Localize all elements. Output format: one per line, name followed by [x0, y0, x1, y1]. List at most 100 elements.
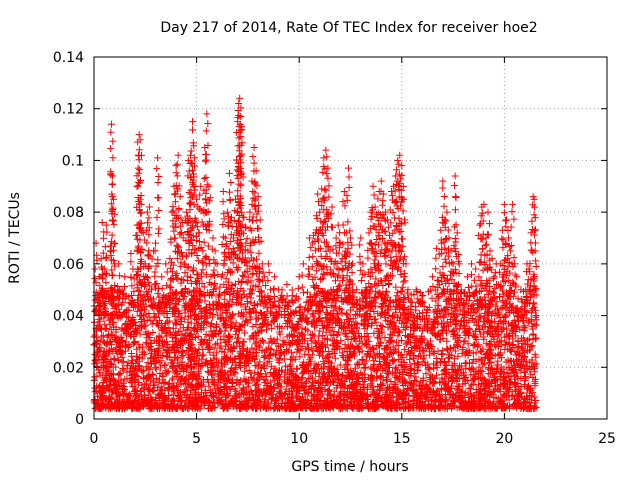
data-point: [116, 369, 124, 377]
data-point: [136, 330, 144, 338]
data-point: [451, 347, 459, 355]
data-point: [155, 379, 163, 387]
data-point: [194, 332, 202, 340]
data-point: [364, 385, 372, 393]
data-point: [134, 242, 142, 250]
data-point: [160, 393, 168, 401]
data-point: [250, 356, 258, 364]
data-point: [364, 333, 372, 341]
data-point: [127, 250, 135, 258]
data-point: [246, 387, 254, 395]
data-point: [216, 335, 224, 343]
data-point: [438, 350, 446, 358]
data-point: [116, 272, 124, 280]
data-point: [127, 258, 135, 266]
data-point: [379, 354, 387, 362]
data-point: [514, 344, 522, 352]
data-point: [491, 352, 499, 360]
data-point: [107, 120, 115, 128]
data-point: [109, 137, 117, 145]
data-point: [100, 234, 108, 242]
data-point: [355, 361, 363, 369]
data-point: [149, 329, 157, 337]
data-point: [360, 364, 368, 372]
data-point: [133, 231, 141, 239]
data-point: [108, 272, 116, 280]
data-point: [102, 279, 110, 287]
data-point: [331, 354, 339, 362]
data-point: [406, 361, 414, 369]
data-point: [154, 290, 162, 298]
data-point: [316, 327, 324, 335]
data-point: [130, 388, 138, 396]
data-point: [377, 321, 385, 329]
data-point: [475, 341, 483, 349]
data-point: [269, 372, 277, 380]
data-point: [394, 289, 402, 297]
data-point: [419, 374, 427, 382]
data-point: [374, 328, 382, 336]
data-point: [148, 370, 156, 378]
data-point: [390, 357, 398, 365]
data-point: [398, 336, 406, 344]
data-point: [214, 311, 222, 319]
data-point: [121, 273, 129, 281]
data-point: [496, 351, 504, 359]
data-point: [378, 381, 386, 389]
data-point: [370, 308, 378, 316]
data-point: [152, 364, 160, 372]
data-point: [486, 340, 494, 348]
data-point: [199, 351, 207, 359]
data-point: [257, 337, 265, 345]
data-point: [187, 319, 195, 327]
data-point: [259, 336, 267, 344]
data-point: [108, 231, 116, 239]
data-point: [260, 338, 268, 346]
data-point: [107, 128, 115, 136]
data-point: [261, 353, 269, 361]
data-point: [130, 338, 138, 346]
data-point: [325, 387, 333, 395]
data-point: [190, 325, 198, 333]
data-point: [169, 374, 177, 382]
data-point: [108, 180, 116, 188]
data-point: [143, 340, 151, 348]
data-point: [344, 311, 352, 319]
data-point: [294, 386, 302, 394]
data-point: [239, 338, 247, 346]
data-point: [373, 325, 381, 333]
data-point: [109, 271, 117, 279]
data-point: [263, 326, 271, 334]
data-point: [367, 349, 375, 357]
data-point: [288, 286, 296, 294]
data-point: [466, 326, 474, 334]
data-point: [201, 297, 209, 305]
data-point: [412, 377, 420, 385]
data-point: [469, 341, 477, 349]
data-point: [296, 353, 304, 361]
data-marks: [90, 94, 540, 413]
data-point: [110, 221, 118, 229]
data-point: [323, 304, 331, 312]
data-point: [288, 349, 296, 357]
data-point: [414, 366, 422, 374]
data-point: [420, 303, 428, 311]
data-point: [362, 363, 370, 371]
chart-title: Day 217 of 2014, Rate Of TEC Index for r…: [160, 20, 537, 36]
data-point: [503, 325, 511, 333]
data-point: [417, 378, 425, 386]
data-point: [124, 358, 132, 366]
data-point: [91, 265, 99, 273]
data-point: [314, 361, 322, 369]
data-point: [529, 304, 537, 312]
data-point: [494, 332, 502, 340]
data-point: [152, 365, 160, 373]
data-point: [109, 204, 117, 212]
data-point: [268, 324, 276, 332]
data-point: [232, 330, 240, 338]
data-point: [241, 329, 249, 337]
data-point: [248, 344, 256, 352]
data-point: [136, 166, 144, 174]
data-point: [91, 274, 99, 282]
